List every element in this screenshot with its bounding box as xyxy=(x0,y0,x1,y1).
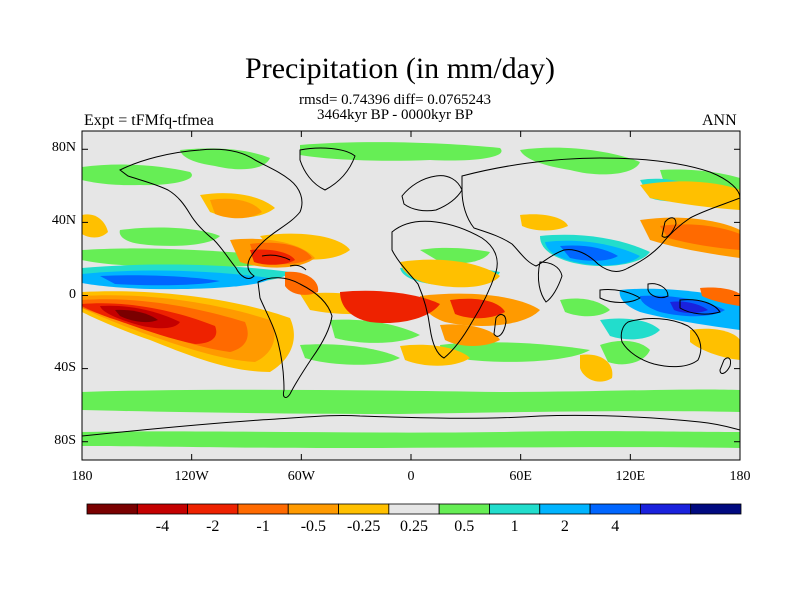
colorbar-swatch xyxy=(438,503,490,515)
map-title: Precipitation (in mm/day) xyxy=(245,52,555,85)
x-tick-label: 120E xyxy=(615,469,646,484)
colorbar-swatch xyxy=(690,503,742,515)
x-tick-label: 120W xyxy=(174,469,209,484)
colorbar-swatch xyxy=(187,503,239,515)
season-label: ANN xyxy=(702,112,737,129)
colorbar-swatch xyxy=(136,503,189,515)
y-tick-label: 40S xyxy=(54,359,76,375)
colorbar-swatch xyxy=(589,503,641,515)
darkest-red-regions xyxy=(115,309,158,323)
colorbar-swatch xyxy=(489,503,541,515)
coastlines xyxy=(82,147,740,437)
stats-block: rmsd= 0.74396 diff= 0.0765243 3464kyr BP… xyxy=(0,93,790,123)
colorbar-label: 1 xyxy=(510,518,519,535)
colorbar-label: 2 xyxy=(560,518,569,535)
x-tick-label: 60W xyxy=(287,469,315,484)
colorbar-swatch xyxy=(639,503,692,515)
x-tick-label: 180 xyxy=(71,469,93,484)
x-tick-label: 60E xyxy=(509,469,532,484)
colorbar-label: 4 xyxy=(611,518,620,535)
colorbar-swatch xyxy=(539,503,591,515)
colorbar-label: -0.25 xyxy=(347,518,381,535)
axis-ticks xyxy=(81,131,741,460)
colorbar-swatch xyxy=(287,503,339,515)
y-tick-label: 80N xyxy=(51,140,76,156)
colorbar-swatch xyxy=(86,503,138,515)
colorbar-label: 0.25 xyxy=(400,518,428,535)
colorbar-label: -0.5 xyxy=(300,518,327,535)
y-tick-label: 0 xyxy=(69,286,76,302)
x-tick-label: 0 xyxy=(407,469,415,484)
colorbar-label: -1 xyxy=(256,518,270,535)
x-tick-label: 180 xyxy=(729,469,751,484)
colorbar xyxy=(86,503,742,515)
colorbar-label: -4 xyxy=(155,518,170,535)
colorbar-label: -2 xyxy=(206,518,220,535)
rmsd-diff-text: rmsd= 0.74396 diff= 0.0765243 xyxy=(298,92,492,108)
period-text: 3464kyr BP - 0000kyr BP xyxy=(316,107,474,123)
y-tick-label: 80S xyxy=(54,432,76,448)
map-field xyxy=(82,131,740,460)
colorbar-swatch xyxy=(237,503,289,515)
y-tick-label: 40N xyxy=(51,213,76,229)
colorbar-swatch xyxy=(338,503,390,515)
colorbar-swatch xyxy=(388,503,440,515)
colorbar-label: 0.5 xyxy=(454,518,475,535)
experiment-label: Expt = tFMfq-tfmea xyxy=(84,112,214,129)
